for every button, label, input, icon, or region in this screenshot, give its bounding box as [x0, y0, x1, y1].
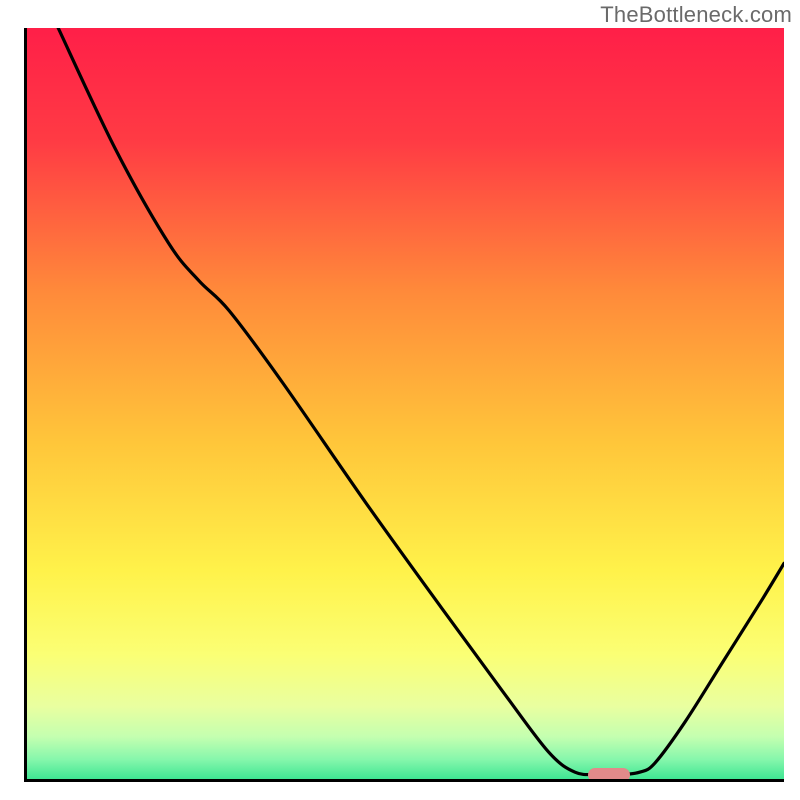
optimum-marker — [588, 768, 630, 782]
watermark-text: TheBottleneck.com — [600, 2, 792, 28]
bottleneck-curve — [24, 28, 784, 782]
chart-stage: TheBottleneck.com — [0, 0, 800, 800]
